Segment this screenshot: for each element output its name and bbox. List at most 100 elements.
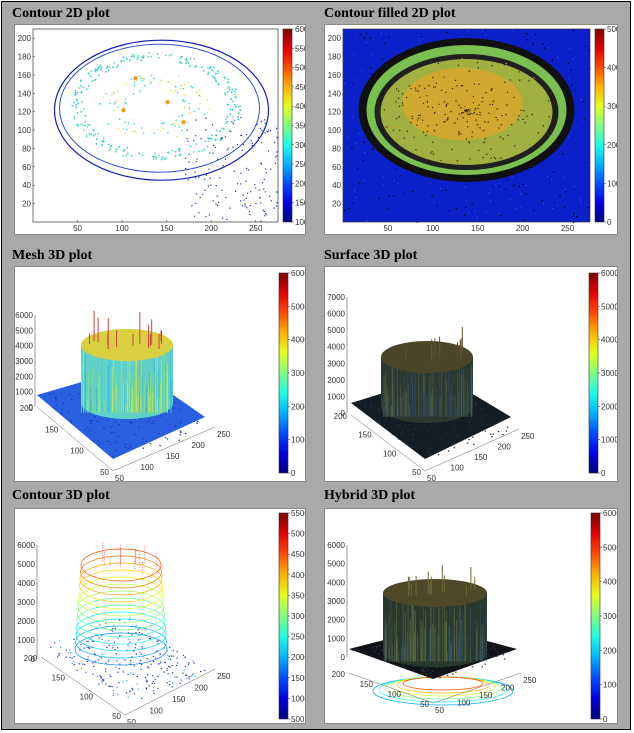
contour-speck [115,102,117,105]
contour-level-ring [77,590,165,624]
noise-speck [563,206,566,208]
texture-speck [527,104,529,107]
noise-speck [260,162,262,164]
noise-speck [411,190,414,192]
colorbar-tick-label: 3500 [295,122,305,131]
texture-speck [504,81,506,83]
plate-noise [100,635,102,637]
contour-speck [85,134,88,136]
plate-noise [138,426,140,428]
contour-speck [187,153,190,156]
cylinder-top [383,579,487,607]
texture-speck [424,69,427,71]
contour-speck [88,132,91,135]
noise-speck [489,188,491,191]
z-tick-label: 3000 [17,598,35,607]
plate-noise [154,679,156,681]
noise-speck [185,157,187,159]
texture-speck [539,115,541,117]
plate-noise [148,638,151,640]
noise-speck [269,195,271,197]
plate-noise [85,434,88,436]
contour-speck [152,77,155,80]
noise-speck [260,220,262,222]
texture-speck [427,125,429,127]
noise-speck [419,39,421,41]
plate-noise [166,669,168,672]
colorbar-tick-label: 3000 [601,369,617,378]
noise-speck [359,33,361,36]
plate-noise [176,662,179,664]
x-tick-label: 200 [205,224,219,233]
plate-noise [479,408,482,410]
contour-speck [108,66,111,68]
plate-noise [129,421,131,424]
noise-speck [240,172,242,174]
texture-speck [409,141,411,143]
plate-noise [184,656,186,658]
contour-speck [188,102,190,105]
noise-speck [195,161,197,163]
noise-speck [194,171,196,173]
texture-speck [500,152,503,154]
contour-speck [199,102,201,105]
y-tick-label: 40 [332,181,341,190]
plate-noise [149,638,152,640]
noise-speck [222,165,224,167]
noise-speck [515,208,517,210]
noise-speck [264,122,266,124]
texture-speck [456,160,458,162]
noise-speck [520,192,522,195]
plate-noise [167,658,170,660]
x-tick-label: 250 [561,224,575,233]
plate-noise [436,434,438,437]
contour-speck [113,61,116,64]
plate-noise [439,677,441,679]
y-tick-label: 100 [328,126,342,135]
plate-noise [53,642,56,644]
texture-speck [396,88,398,90]
plate-noise [152,690,155,692]
plate-noise [131,422,133,424]
texture-speck [467,106,469,108]
noise-speck [269,130,272,132]
plate-noise [129,690,131,692]
noise-speck [245,180,247,183]
texture-speck [464,110,466,112]
noise-speck [551,59,554,61]
texture-speck [450,110,452,113]
noise-speck [371,73,373,75]
texture-speck [498,89,500,91]
contour-level-ring [75,625,167,659]
texture-speck [402,93,404,95]
contour-speck [124,98,127,100]
texture-speck [498,145,500,148]
contour-speck [77,123,80,126]
contour-speck [87,72,90,75]
plate-noise [117,435,119,438]
plate-noise [182,672,184,674]
plate-noise [150,663,153,665]
cylinder-top [381,341,473,373]
texture-speck [449,116,451,118]
plate-noise [139,639,141,641]
texture-speck [455,100,457,102]
noise-speck [481,30,484,32]
texture-speck [451,104,453,106]
noise-speck [245,197,248,199]
contour-speck [209,137,212,140]
noise-speck [250,191,252,193]
contour-speck [237,105,240,108]
plate-noise [159,653,162,655]
contour-speck [188,65,191,67]
plate-noise [70,652,72,654]
noise-speck [570,69,572,71]
noise-speck [261,129,263,131]
contour-3d-plot: 0 1000 2000 3000 4000 5000 6000 50 100 150 200 50 10… [14,508,306,724]
texture-speck [466,121,468,123]
texture-speck [471,110,473,112]
plate-noise [394,664,397,666]
plate-noise [163,671,166,673]
texture-speck [401,102,404,104]
contour-speck [159,82,161,85]
